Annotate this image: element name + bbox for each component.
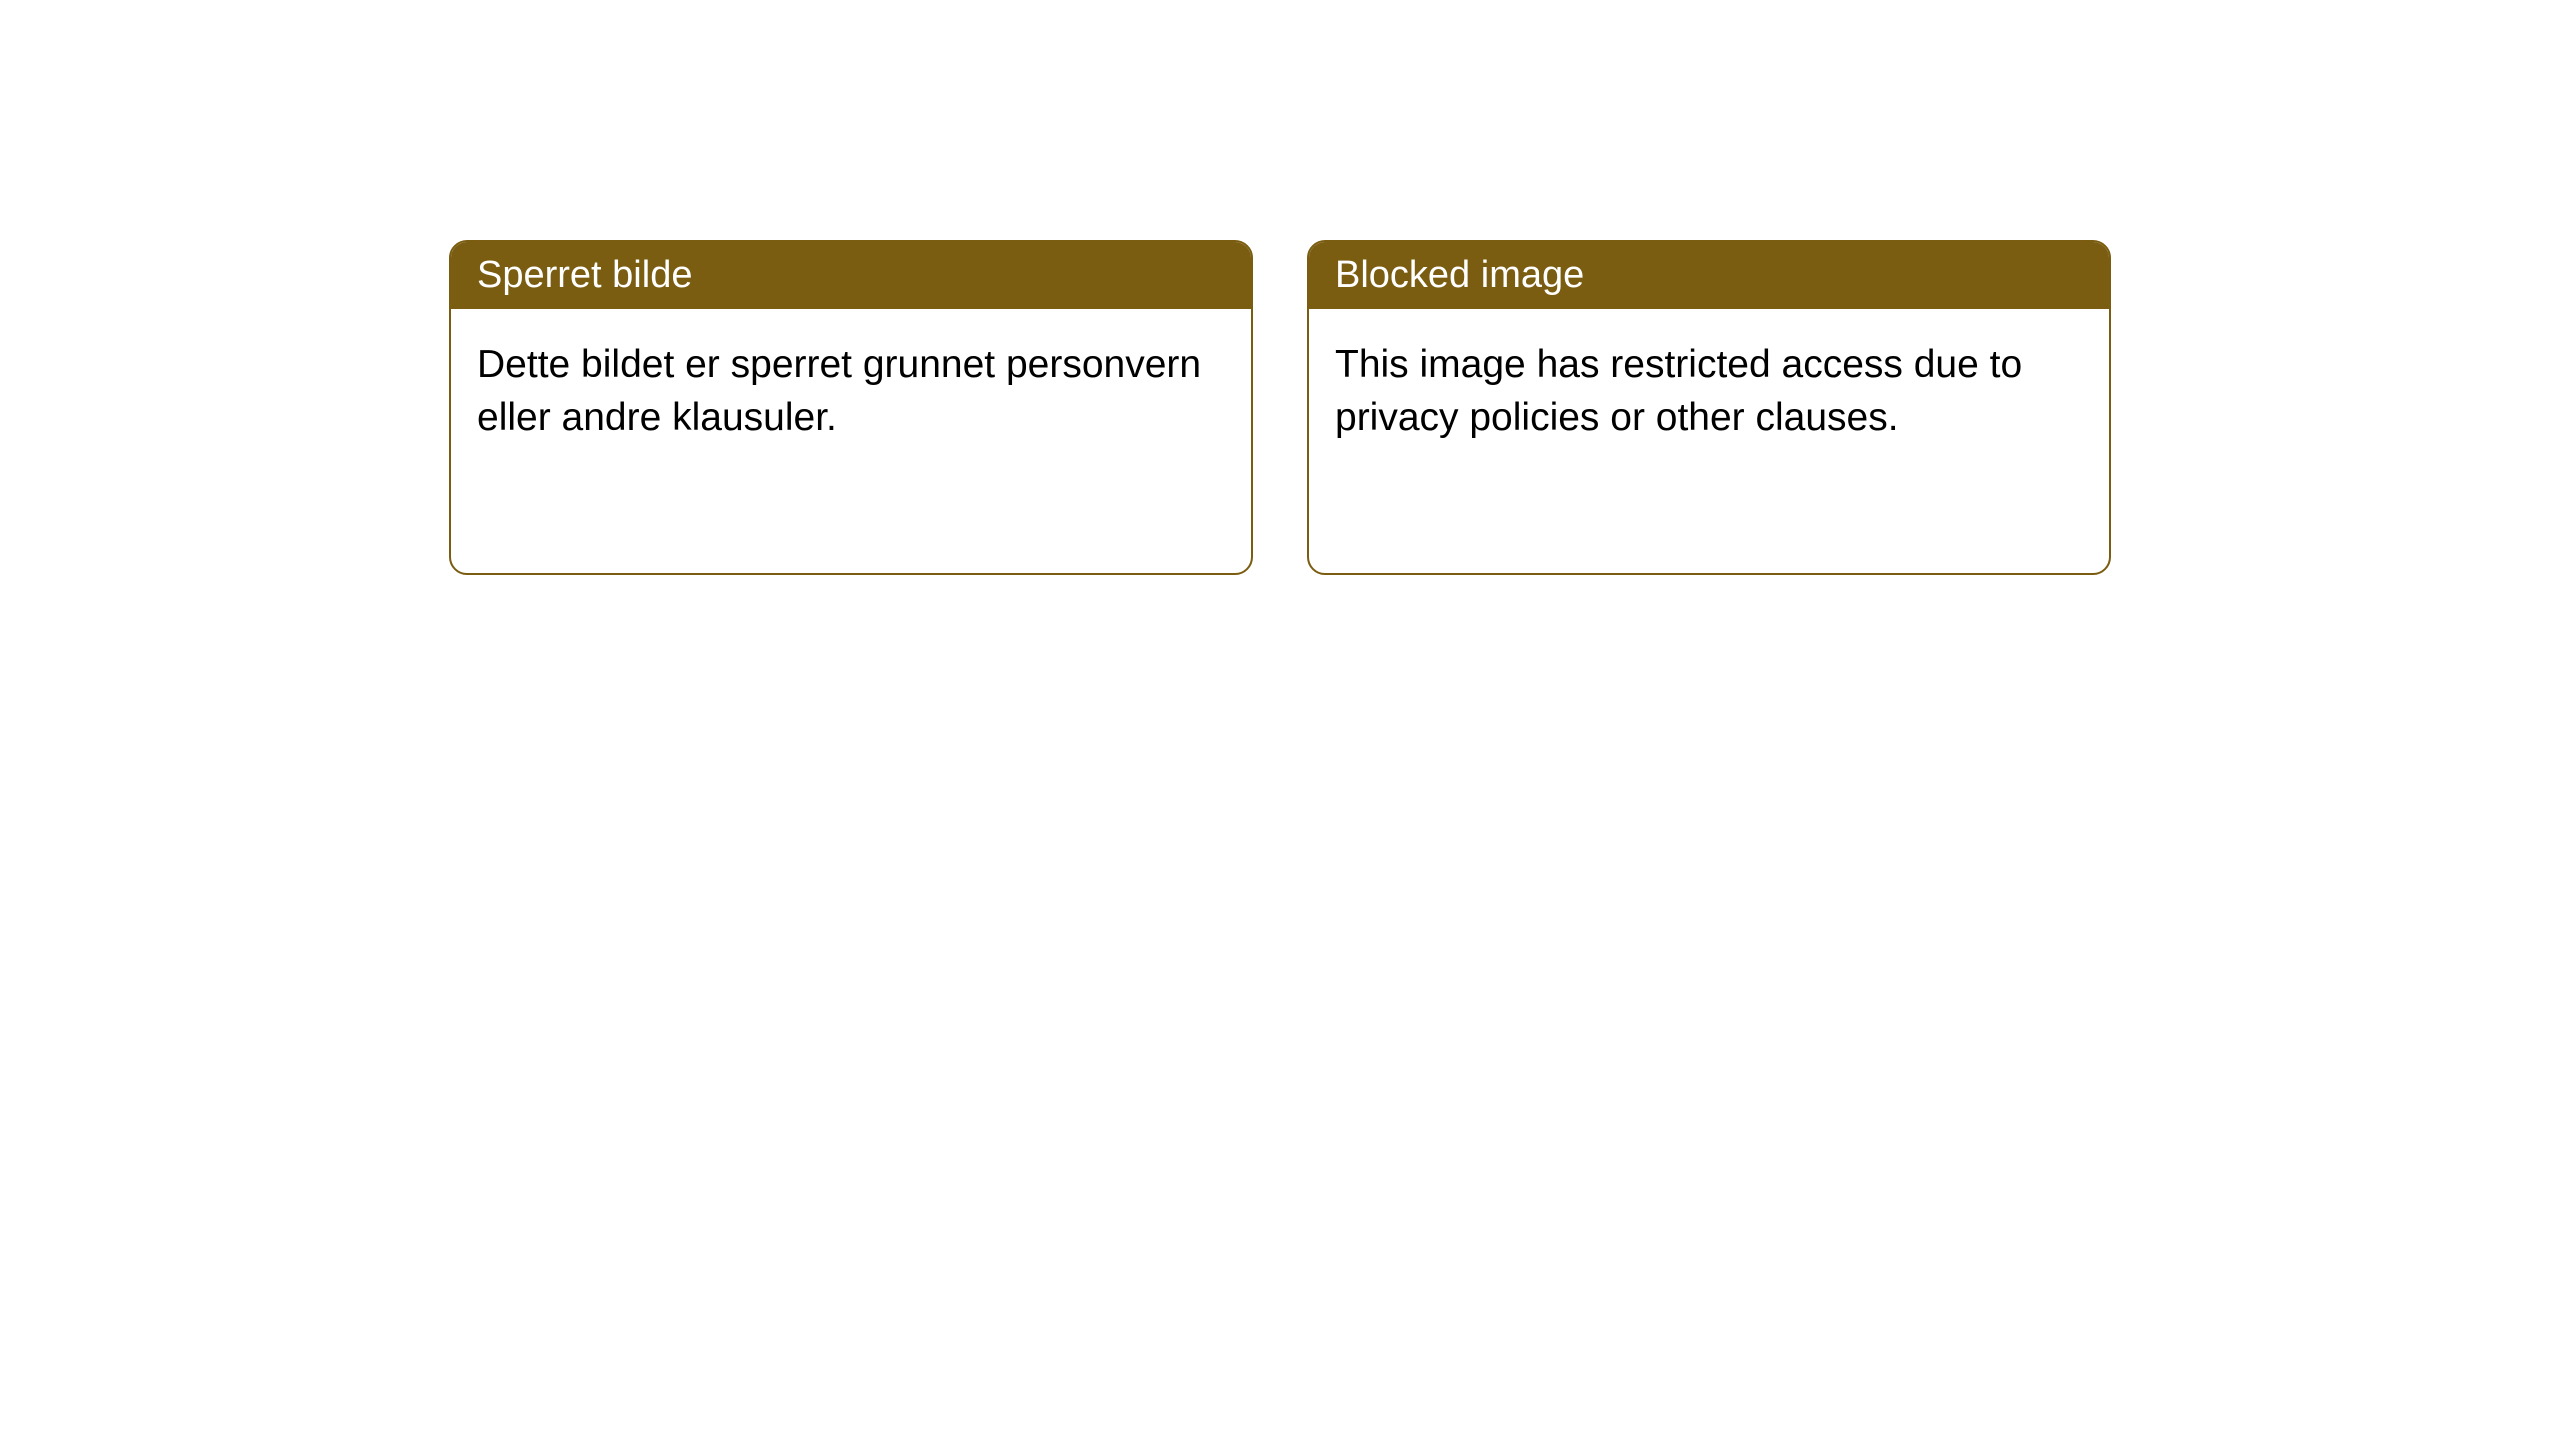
notice-header: Blocked image — [1309, 242, 2109, 309]
notice-body: This image has restricted access due to … — [1309, 309, 2109, 474]
notice-container: Sperret bilde Dette bildet er sperret gr… — [449, 240, 2111, 575]
notice-body: Dette bildet er sperret grunnet personve… — [451, 309, 1251, 474]
notice-card-english: Blocked image This image has restricted … — [1307, 240, 2111, 575]
notice-card-norwegian: Sperret bilde Dette bildet er sperret gr… — [449, 240, 1253, 575]
notice-header: Sperret bilde — [451, 242, 1251, 309]
